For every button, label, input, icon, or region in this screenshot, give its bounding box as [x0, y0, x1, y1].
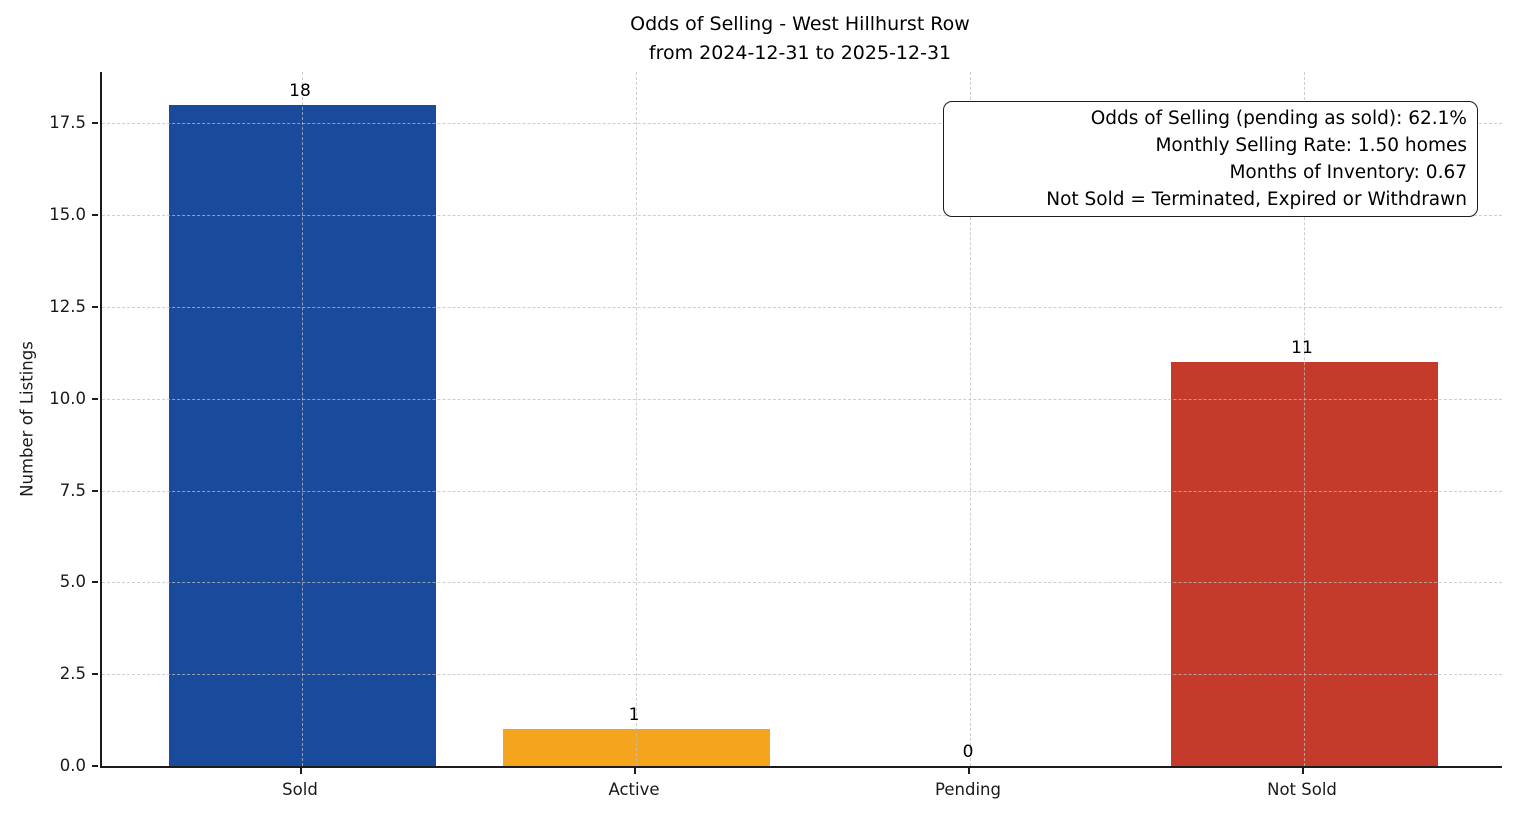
y-tick-mark	[92, 122, 98, 125]
annotation-not-sold-definition: Not Sold = Terminated, Expired or Withdr…	[1046, 189, 1467, 210]
gridline-horizontal	[102, 674, 1502, 676]
y-tick-label: 17.5	[49, 113, 86, 133]
plot-area	[100, 72, 1502, 768]
gridline-vertical	[1304, 72, 1305, 766]
annotation-box: Odds of Selling (pending as sold): 62.1%…	[943, 101, 1478, 217]
x-tick-label-active: Active	[608, 780, 660, 799]
x-tick-mark	[300, 768, 302, 774]
y-tick-label: 12.5	[49, 297, 86, 316]
y-tick-label: 5.0	[59, 572, 86, 592]
chart-title: Odds of Selling - West Hillhurst Row	[630, 13, 970, 35]
annotation-monthly-selling-rate: Monthly Selling Rate: 1.50 homes	[1155, 135, 1467, 156]
y-tick-label: 7.5	[59, 480, 86, 500]
x-tick-mark	[634, 768, 636, 774]
bar-value-label: 1	[628, 705, 640, 726]
y-tick-mark	[92, 306, 98, 308]
y-tick-mark	[92, 214, 98, 217]
y-tick-mark	[92, 765, 98, 767]
x-tick-label-pending: Pending	[935, 780, 1001, 799]
gridline-vertical	[970, 72, 971, 766]
y-tick-mark	[92, 489, 98, 492]
y-tick-label: 0.0	[59, 756, 86, 775]
gridline-horizontal	[102, 307, 1502, 308]
x-tick-label-not-sold: Not Sold	[1267, 780, 1337, 799]
chart-subtitle: from 2024-12-31 to 2025-12-31	[648, 42, 952, 64]
gridline-vertical	[636, 72, 637, 766]
gridline-horizontal	[102, 582, 1502, 584]
x-tick-mark	[1302, 768, 1304, 774]
y-tick-label: 10.0	[49, 388, 86, 408]
bar-value-label: 18	[289, 81, 311, 102]
chart-title-block: Odds of Selling - West Hillhurst Row fro…	[100, 10, 1500, 68]
gridline-horizontal	[102, 490, 1502, 492]
x-tick-label-sold: Sold	[282, 780, 318, 799]
annotation-months-of-inventory: Months of Inventory: 0.67	[1229, 162, 1467, 183]
gridline-horizontal	[102, 215, 1502, 217]
gridline-horizontal	[102, 123, 1502, 125]
y-tick-mark	[92, 581, 98, 584]
y-tick-mark	[92, 397, 98, 400]
y-tick-label: 2.5	[59, 664, 86, 684]
gridline-horizontal	[102, 398, 1502, 400]
gridline-vertical	[302, 72, 303, 766]
x-tick-mark	[968, 768, 970, 774]
bar-value-label: 0	[962, 742, 974, 762]
y-tick-mark	[92, 673, 98, 676]
bar-value-label: 11	[1291, 338, 1313, 359]
y-axis-label: Number of Listings	[17, 341, 37, 497]
y-tick-label: 15.0	[49, 205, 86, 225]
annotation-odds-of-selling: Odds of Selling (pending as sold): 62.1%	[1090, 108, 1467, 129]
